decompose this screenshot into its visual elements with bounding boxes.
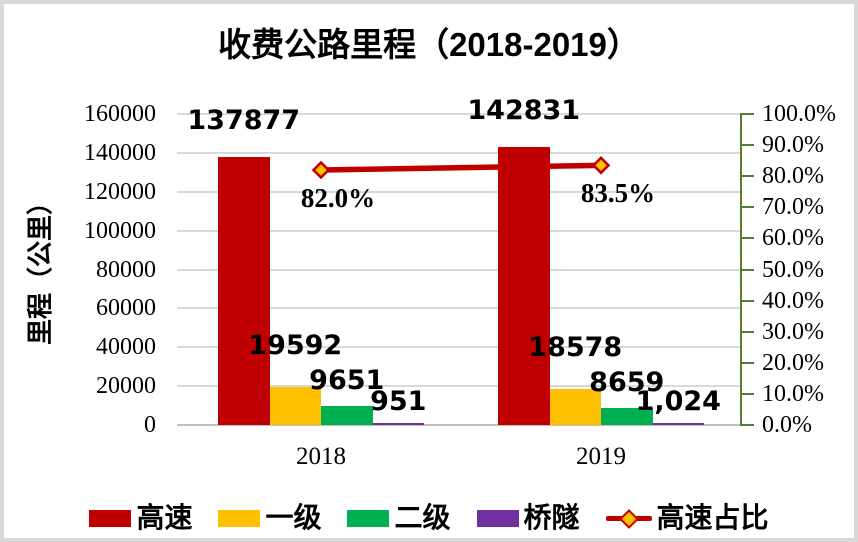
left-axis-tick-label: 20000 <box>96 373 156 400</box>
legend-label: 高速 <box>136 502 193 533</box>
left-axis-tick-label: 100000 <box>84 217 156 244</box>
gridline <box>177 424 741 426</box>
right-axis-tick-label: 20.0% <box>762 349 824 376</box>
right-axis-tick-label: 90.0% <box>762 132 824 159</box>
bar-value-label: 142831 <box>467 95 581 127</box>
line-value-label: 82.0% <box>300 182 376 213</box>
legend-line-marker-icon <box>605 508 652 529</box>
right-axis-tick <box>740 206 754 209</box>
right-axis-tick-label: 60.0% <box>762 225 824 252</box>
right-axis-tick <box>740 144 754 147</box>
gridline <box>177 113 741 115</box>
bar-value-label: 951 <box>370 386 427 417</box>
bar-桥隧-2019 <box>652 423 704 425</box>
right-axis-tick <box>740 392 754 395</box>
right-axis-tick <box>740 361 754 364</box>
bar-value-label: 19592 <box>248 329 343 361</box>
legend-item-一级: 一级 <box>218 503 321 533</box>
legend-label: 桥隧 <box>523 502 580 533</box>
gridline <box>177 190 741 193</box>
left-axis-tick-label: 0 <box>144 412 156 438</box>
gridline <box>177 385 741 388</box>
right-axis-tick <box>740 175 754 178</box>
right-axis-tick-label: 100.0% <box>762 101 836 127</box>
legend-label: 二级 <box>394 502 451 533</box>
bar-value-label: 8659 <box>589 367 665 399</box>
bar-value-label: 1,024 <box>635 386 721 417</box>
legend-item-桥隧: 桥隧 <box>476 502 580 533</box>
left-axis-tick-label: 80000 <box>96 256 156 283</box>
bar-一级-2019 <box>549 388 601 425</box>
left-axis-tick-label: 40000 <box>96 334 156 361</box>
right-axis-tick-label: 10.0% <box>762 380 824 407</box>
left-axis-tick-label: 160000 <box>84 101 156 127</box>
left-axis-tick-label: 140000 <box>84 139 156 166</box>
right-axis-tick-label: 0.0% <box>762 412 812 438</box>
gridline <box>177 229 741 232</box>
legend-item-高速: 高速 <box>89 503 192 533</box>
trend-line <box>320 162 602 173</box>
legend-item-二级: 二级 <box>347 502 451 533</box>
legend-swatch-icon <box>476 509 519 527</box>
bar-桥隧-2018 <box>372 423 424 425</box>
bar-value-label: 137877 <box>187 105 301 136</box>
right-axis-tick-label: 80.0% <box>762 163 824 190</box>
legend-swatch-icon <box>89 509 132 527</box>
bar-一级-2018 <box>269 386 321 425</box>
chart-title: 收费公路里程（2018-2019） <box>218 26 640 63</box>
right-axis-tick <box>740 330 754 333</box>
legend: 高速 一级 二级 桥隧 高速占比 <box>4 500 854 536</box>
bar-高速-2019 <box>498 147 550 425</box>
legend-label: 一级 <box>265 502 322 533</box>
bar-二级-2019 <box>601 408 653 425</box>
right-axis-tick <box>740 424 754 426</box>
left-axis-tick-label: 120000 <box>84 178 156 205</box>
bar-value-label: 18578 <box>528 331 623 363</box>
x-axis-label-2018: 2018 <box>296 443 346 470</box>
legend-item-高速占比: 高速占比 <box>605 502 769 533</box>
legend-swatch-icon <box>218 509 261 527</box>
bar-高速-2018 <box>218 157 270 425</box>
bar-二级-2018 <box>321 406 373 425</box>
right-axis-tick-label: 70.0% <box>762 194 824 221</box>
gridline <box>177 307 741 310</box>
right-axis-tick-label: 30.0% <box>762 318 824 345</box>
gridline <box>177 346 741 349</box>
right-axis-tick <box>740 237 754 240</box>
legend-swatch-icon <box>347 509 390 527</box>
left-axis-tick-label: 60000 <box>96 295 156 322</box>
trend-line-layer <box>311 156 611 180</box>
right-axis-tick-label: 40.0% <box>762 287 824 314</box>
legend-label: 高速占比 <box>656 502 769 533</box>
x-axis-label-2019: 2019 <box>576 443 626 470</box>
line-marker-diamond <box>311 160 331 180</box>
right-axis-tick <box>740 299 754 302</box>
gridline <box>177 151 741 154</box>
right-axis-tick <box>740 268 754 271</box>
gridline <box>177 268 741 271</box>
line-marker-diamond <box>591 156 611 175</box>
line-value-label: 83.5% <box>580 178 656 209</box>
right-axis-tick <box>740 113 754 115</box>
right-axis-tick-label: 50.0% <box>762 256 824 283</box>
bar-value-label: 9651 <box>309 365 385 397</box>
